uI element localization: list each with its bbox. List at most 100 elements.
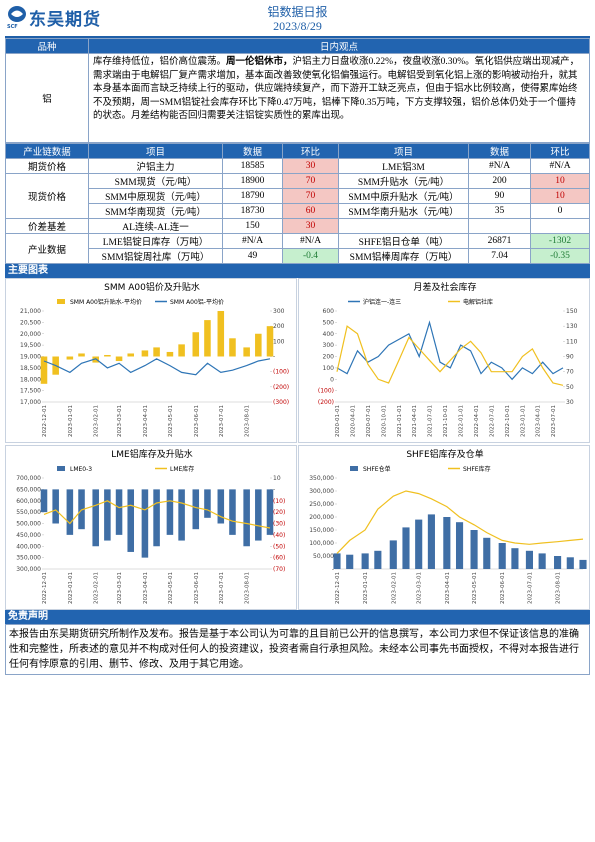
item-name: SMM铝锭周社库（万吨） — [88, 248, 223, 264]
bar — [511, 547, 519, 569]
y-tick-label: 10 — [273, 475, 281, 482]
bar — [104, 354, 111, 357]
y-tick-label: 400 — [323, 331, 335, 338]
header-row: 产业链数据 项目 数据 环比 项目 数据 环比 — [5, 143, 590, 159]
bar — [115, 356, 123, 362]
item-name: SHFE铝日仓单（吨） — [338, 233, 469, 249]
x-tick-label: 2023-02-01 — [94, 572, 100, 604]
data-row: SMM华南现货（元/吨） 18730 60 SMM华南升贴水（元/吨） 35 0 — [6, 203, 590, 219]
chart-title: SHFE铝库存及仓单 — [406, 448, 483, 460]
y-tick-label: 19,000 — [20, 354, 41, 361]
charts-grid: SMM A00铝价及升贴水 SMM A00铝升贴水-平均价 SMM A00铝-平均价… — [5, 278, 590, 610]
y-tick-label: 18,500 — [20, 365, 41, 372]
bar — [229, 338, 236, 357]
y-tick-label: (200) — [273, 384, 289, 391]
x-tick-label: 2023-01-01 — [520, 405, 526, 437]
x-tick-label: 2020-04-01 — [350, 405, 356, 437]
bar — [178, 488, 185, 541]
item-change: 70 — [282, 173, 339, 189]
item-value: 35 — [468, 203, 531, 219]
line-series — [336, 325, 564, 386]
x-tick-label: 2023-05-01 — [168, 572, 174, 604]
bar — [554, 555, 562, 569]
item-value: 90 — [468, 188, 531, 204]
bar — [217, 488, 225, 523]
item-name — [338, 218, 469, 234]
y-tick-label: 200 — [323, 354, 335, 361]
bar — [346, 554, 354, 569]
x-tick-label: 2022-01-01 — [459, 405, 465, 437]
chart-title: 月差及社会库存 — [413, 281, 476, 293]
x-tick-label: 2023-07-01 — [551, 405, 557, 437]
bar — [229, 488, 236, 535]
commentary-part: 周一伦铝休市， — [226, 57, 293, 67]
chart: SHFE铝库存及仓单 SHFE仓单 SHFE库存 - 50,000 100,000 150,… — [298, 444, 590, 610]
item-change: -1302 — [530, 233, 590, 249]
item-name: SMM中原现货（元/吨） — [88, 188, 223, 204]
chart-title: LME铝库存及升贴水 — [111, 448, 192, 460]
item-value: 18585 — [222, 158, 283, 174]
x-tick-label: 2023-07-01 — [527, 572, 533, 604]
x-tick-label: 2020-10-01 — [381, 405, 387, 437]
bar — [266, 326, 274, 357]
bar — [538, 552, 546, 569]
bar — [52, 488, 59, 523]
y-tick-label: 450,000 — [16, 531, 41, 538]
y-tick-label: 18,000 — [20, 376, 41, 383]
x-tick-label: 2023-05-01 — [168, 405, 174, 437]
column-header: 环比 — [530, 143, 590, 159]
item-change: -0.35 — [530, 248, 590, 264]
bar — [266, 488, 274, 535]
x-tick-label: 2023-07-01 — [219, 572, 225, 604]
y-tick-label: 130 — [566, 323, 578, 330]
line-series — [336, 489, 584, 554]
x-tick-label: 2023-08-01 — [245, 405, 251, 437]
report-page: 东吴期货 SCF 铝数据日报 2023/8/29 品种 日内观点 铝库存维持低位，… — [5, 0, 590, 842]
column-header: 产业链数据 — [5, 143, 89, 159]
item-change: #N/A — [530, 158, 590, 174]
x-tick-label: 2023-04-01 — [143, 405, 149, 437]
view-table: 品种 日内观点 铝库存维持低位，铝价高位震荡。周一伦铝休市，沪铝主力日盘收涨0.2… — [5, 38, 590, 143]
bar — [127, 488, 135, 552]
y-tick-label: 400,000 — [16, 543, 41, 550]
bar — [579, 559, 587, 569]
y-tick-label: 19,500 — [20, 342, 41, 349]
y-tick-label: 300,000 — [309, 488, 334, 495]
x-tick-label: 2023-02-01 — [94, 405, 100, 437]
y-tick-label: 100 — [323, 365, 335, 372]
y-tick-label: 21,000 — [20, 308, 41, 315]
x-tick-label: 2023-02-01 — [391, 572, 397, 604]
chart: SMM A00铝价及升贴水 SMM A00铝升贴水-平均价 SMM A00铝-平均价… — [5, 278, 297, 443]
commentary: 库存维持低位，铝价高位震荡。周一伦铝休市，沪铝主力日盘收涨0.22%，夜盘收涨0… — [88, 53, 590, 143]
item-change: 60 — [282, 203, 339, 219]
legend-label: SHFE仓单 — [363, 465, 391, 473]
bar — [153, 488, 160, 546]
item-name: AL连续-AL连一 — [88, 218, 223, 234]
bar — [361, 552, 369, 569]
bar — [153, 347, 160, 357]
y-tick-label: 500,000 — [16, 520, 41, 527]
bar — [127, 353, 135, 357]
y-tick-label: 300,000 — [16, 566, 41, 573]
x-tick-label: 2023-01-01 — [68, 572, 74, 604]
data-row: SMM铝锭周社库（万吨） 49 -0.4 SMM铝棒周库存（万吨） 7.04 -0.35 — [6, 248, 590, 264]
bar — [166, 351, 174, 357]
item-change: -0.4 — [282, 248, 339, 264]
data-row: SMM中原现货（元/吨） 18790 70 SMM中原升贴水（元/吨） 90 10 — [6, 188, 590, 204]
line-series — [336, 320, 564, 381]
y-tick-label: 500 — [323, 319, 335, 326]
column-header: 项目 — [88, 143, 223, 159]
x-tick-label: 2022-07-01 — [489, 405, 495, 437]
item-name: SMM现货（元/吨） — [88, 173, 223, 189]
logo-sub: SCF — [7, 24, 18, 30]
item-name: SMM华南升贴水（元/吨） — [338, 203, 469, 219]
y-tick-label: 600,000 — [16, 497, 41, 504]
x-tick-label: 2023-05-01 — [472, 572, 478, 604]
legend-label: SMM A00铝-平均价 — [170, 298, 224, 306]
y-tick-label: 0 — [330, 376, 334, 383]
y-tick-label: (100) — [318, 388, 334, 395]
x-tick-label: 2021-10-01 — [443, 405, 449, 437]
logo-text: 东吴期货 — [29, 10, 101, 30]
chart: LME铝库存及升贴水 LME0-3 LME库存 300,000 350,000 400,0… — [5, 444, 297, 610]
